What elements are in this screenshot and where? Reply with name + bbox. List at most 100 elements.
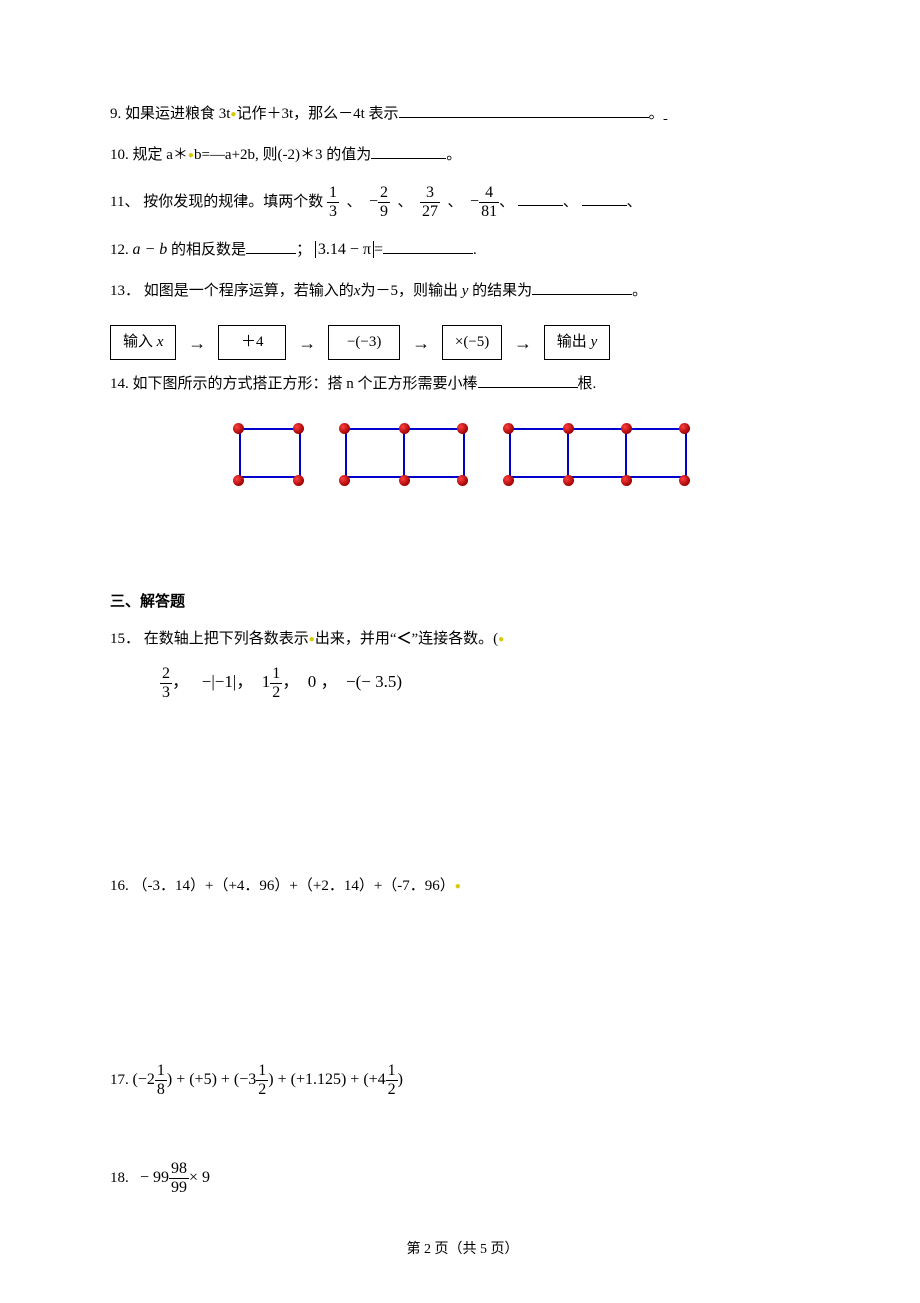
comma: ， xyxy=(236,672,253,691)
edit-dot-icon: ● xyxy=(498,634,504,645)
comma: ， xyxy=(320,672,337,691)
spacer xyxy=(110,702,815,872)
question-14: 14. 如下图所示的方式搭正方形：搭 n 个正方形需要小棒 根. xyxy=(110,370,815,399)
arrow-icon: → xyxy=(412,326,430,360)
q16-text: （-3．14）+（+4．96）+（+2．14）+（-7．96） xyxy=(133,878,455,894)
sep: 、 xyxy=(499,194,514,210)
lattice-dot xyxy=(293,423,304,434)
var-y: y xyxy=(462,283,469,299)
footer-text: 第 2 页（共 5 页） xyxy=(407,1242,519,1257)
lattice-dot xyxy=(621,475,632,486)
q15-num: 15． xyxy=(110,631,140,647)
square-group-2 xyxy=(345,428,465,478)
frac-1-2-c: 12 xyxy=(386,1062,398,1098)
blank-12b xyxy=(383,239,473,254)
lattice-dot xyxy=(339,475,350,486)
blank-9 xyxy=(399,103,649,118)
question-13: 13． 如图是一个程序运算，若输入的x为－5，则输出 y 的结果为。 xyxy=(110,277,815,306)
lattice-dot xyxy=(503,423,514,434)
lattice-dot xyxy=(293,475,304,486)
q11-text: 按你发现的规律。填两个数 xyxy=(143,194,323,210)
q10-end: 。 xyxy=(446,147,461,163)
spacer xyxy=(110,1110,815,1160)
tail-underline xyxy=(664,106,668,122)
lattice-dot xyxy=(233,475,244,486)
q15-numbers: 23， −|−1|， 112， 0 ， −(− 3.5) xyxy=(160,665,815,701)
q10-text-b: b=—a+2b, 则(-2)＊3 的值为 xyxy=(194,147,371,163)
q13-num: 13． xyxy=(110,283,140,299)
frac-98-99: 9899 xyxy=(169,1160,189,1196)
lattice-dot xyxy=(457,475,468,486)
lattice-dot xyxy=(621,423,632,434)
lattice-dot xyxy=(679,475,690,486)
q15-text2: 出来，并用“ xyxy=(315,631,397,647)
frac-4-81: 481 xyxy=(479,184,499,220)
comma: ， xyxy=(172,672,189,691)
lattice-dot xyxy=(339,423,350,434)
arrow-icon: → xyxy=(298,326,316,360)
blank-10 xyxy=(371,144,446,159)
spacer xyxy=(110,912,815,1062)
frac-1-2-b: 12 xyxy=(256,1062,268,1098)
question-17: 17. (−218) + (+5) + (−312) + (+1.125) + … xyxy=(110,1062,815,1098)
sep: 、 xyxy=(627,194,642,210)
question-15: 15． 在数轴上把下列各数表示●出来，并用“＜”连接各数。(● xyxy=(110,625,815,654)
p-a: − 99 xyxy=(140,1169,169,1186)
q16-num: 16. xyxy=(110,878,129,894)
q14-num: 14. xyxy=(110,376,129,392)
page-footer: 第 2 页（共 5 页） xyxy=(110,1237,815,1264)
q18-num: 18. xyxy=(110,1170,129,1186)
lattice-dot xyxy=(399,423,410,434)
q14-end: 根. xyxy=(578,376,597,392)
q15-text3: ”连接各数。( xyxy=(412,631,499,647)
frac-3-27: 327 xyxy=(420,184,440,220)
q13-text3: 的结果为 xyxy=(472,283,532,299)
edit-dot-icon: ● xyxy=(455,881,461,892)
frac-2-3: 23 xyxy=(160,665,172,701)
q12-text-a: 的相反数是 xyxy=(171,242,246,258)
flow-in-var: x xyxy=(157,334,164,350)
end: 。 xyxy=(632,283,647,299)
flow-out-var: y xyxy=(591,334,598,350)
blank-14 xyxy=(478,373,578,388)
lattice-dot xyxy=(457,423,468,434)
sep: 、 xyxy=(563,194,578,210)
program-flow: 输入 x → ＋4 → −(−3) → ×(−5) → 输出 y xyxy=(110,325,815,360)
lt-symbol: ＜ xyxy=(397,631,412,647)
spacer xyxy=(110,498,815,548)
eq: = xyxy=(374,241,383,258)
neg-neg-3-5: −(− 3.5) xyxy=(346,672,402,691)
q13-text2: 为－5，则输出 xyxy=(360,283,458,299)
q15-text: 在数轴上把下列各数表示 xyxy=(144,631,309,647)
flow-box-1: ＋4 xyxy=(218,325,287,360)
lattice-dot xyxy=(563,423,574,434)
neg-abs-1: −|−1| xyxy=(202,672,236,691)
flow-box-2: −(−3) xyxy=(328,325,400,360)
square-group-1 xyxy=(239,428,301,478)
p-a: (−2 xyxy=(133,1071,155,1088)
abs-expr: 3.14 − π xyxy=(315,241,374,258)
q9-text-a: 如果运进粮食 3t xyxy=(125,106,230,122)
sep: 、 xyxy=(448,194,463,210)
square-group-3 xyxy=(509,428,687,478)
arrow-icon: → xyxy=(188,326,206,360)
arrow-icon: → xyxy=(514,326,532,360)
q12-ab: a − b xyxy=(133,241,168,258)
question-11: 11、 按你发现的规律。填两个数 13 、 −29 、 327 、 −481、 … xyxy=(110,181,815,223)
neg: − xyxy=(369,193,378,210)
q18-expr: − 999899× 9 xyxy=(140,1169,210,1186)
section-3-heading: 三、解答题 xyxy=(110,588,815,617)
squares-diagram xyxy=(110,428,815,478)
q9-text-b: 记作＋3t，那么－4t 表示 xyxy=(236,106,398,122)
blank-12a xyxy=(246,239,296,254)
frac-2-9: 29 xyxy=(378,184,390,220)
q14-text: 如下图所示的方式搭正方形：搭 n 个正方形需要小棒 xyxy=(133,376,478,392)
period: . xyxy=(473,242,477,258)
lattice-dot xyxy=(563,475,574,486)
question-12: 12. a − b 的相反数是； 3.14 − π=. xyxy=(110,235,815,265)
frac-1-3: 13 xyxy=(327,184,339,220)
comma: ， xyxy=(282,672,299,691)
sep: 、 xyxy=(398,194,413,210)
q12-num: 12. xyxy=(110,242,129,258)
sep: 、 xyxy=(346,194,361,210)
